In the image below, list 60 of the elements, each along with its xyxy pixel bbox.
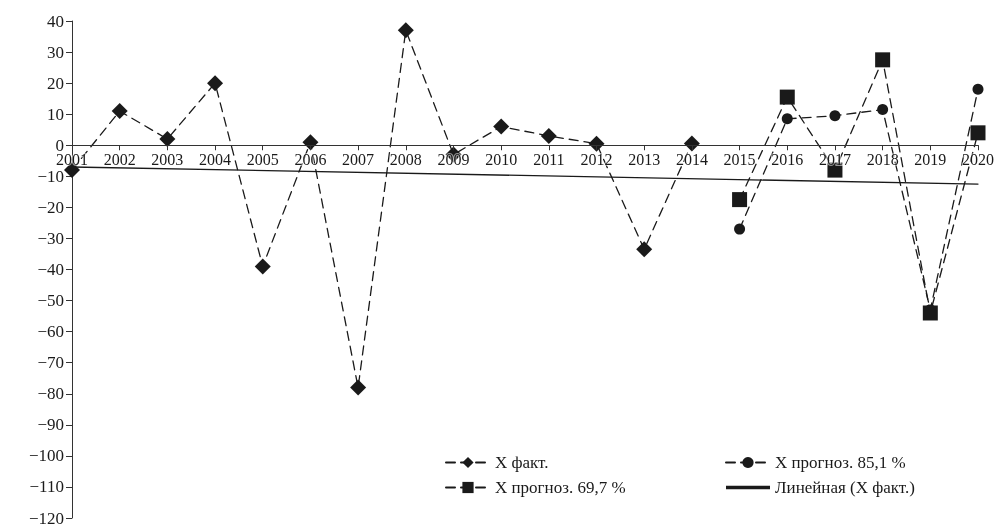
y-tick-label: −80	[37, 384, 64, 404]
y-tick-label: −100	[28, 446, 64, 466]
legend-label: X прогноз. 69,7 %	[495, 478, 626, 497]
point	[159, 131, 176, 148]
x-tick-label: 2012	[580, 150, 613, 168]
point	[732, 192, 748, 208]
y-tick-label: −120	[28, 508, 64, 528]
point	[493, 118, 510, 135]
x-tick-label: 2003	[151, 150, 184, 168]
point	[829, 110, 841, 122]
point	[970, 125, 986, 141]
x-tick-label: 2002	[103, 150, 136, 168]
x-tick-label: 2007	[342, 150, 375, 168]
y-tick-label: −50	[37, 291, 64, 311]
y-tick-label: −110	[29, 477, 64, 497]
y-tick-label: 0	[55, 135, 64, 155]
y-tick-label: −70	[37, 353, 64, 373]
legend-label: X прогноз. 85,1 %	[775, 453, 906, 472]
point	[683, 135, 700, 152]
x-tick-label: 2016	[771, 150, 804, 168]
y-tick-label: 20	[47, 73, 64, 93]
point	[397, 22, 414, 39]
y-tick-label: −90	[37, 415, 64, 435]
y-tick-label: −60	[37, 322, 64, 342]
point	[302, 134, 319, 151]
y-tick-label: −20	[37, 197, 64, 217]
x-tick-label: 2018	[866, 150, 899, 168]
y-tick-label: −10	[37, 166, 64, 186]
x-tick-label: 2010	[485, 150, 518, 168]
point	[207, 75, 224, 92]
point	[540, 127, 557, 144]
y-tick-label: −40	[37, 260, 64, 279]
x-tick-label: 2015	[723, 150, 756, 168]
point	[922, 305, 938, 321]
legend-label: Линейная (X факт.)	[775, 478, 915, 497]
point	[781, 113, 793, 125]
x-tick-label: 2014	[675, 150, 708, 168]
x-tick-label: 2017	[818, 150, 851, 168]
y-tick-label: 30	[47, 42, 64, 62]
x-tick-label: 2005	[246, 150, 279, 168]
legend-label: X факт.	[495, 453, 549, 472]
point	[734, 223, 746, 235]
x-tick-label: 2011	[533, 150, 565, 168]
y-tick-label: 40	[47, 11, 64, 31]
point	[588, 135, 605, 152]
point	[350, 379, 367, 396]
x-tick-label: 2008	[389, 150, 422, 168]
point	[254, 258, 271, 275]
x-tick-label: 2019	[914, 150, 947, 168]
point	[111, 103, 128, 120]
x-tick-label: 2013	[628, 150, 661, 168]
y-tick-label: −30	[37, 228, 64, 248]
point	[875, 52, 891, 68]
point	[972, 83, 984, 95]
x-tick-label: 2004	[199, 150, 232, 168]
point	[877, 104, 889, 116]
y-tick-label: 10	[47, 104, 64, 124]
x-tick-label: 2009	[437, 150, 470, 168]
point	[636, 241, 653, 258]
point	[779, 89, 795, 105]
